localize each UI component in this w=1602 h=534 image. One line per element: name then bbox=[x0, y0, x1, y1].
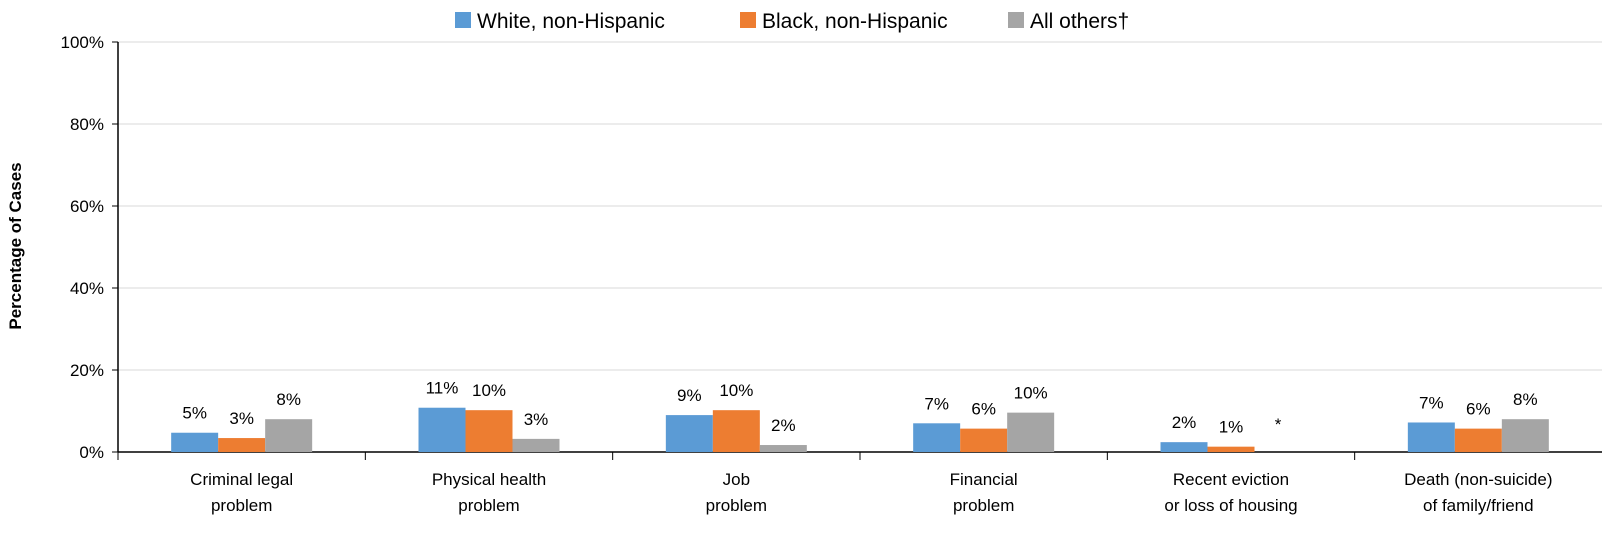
data-label: 10% bbox=[1014, 384, 1048, 403]
data-labels: 5% 3% 8% 11% 10% 3% 9% 10% 2% 7% 6% 10% 2% 1% * 7% 6% 8% bbox=[182, 379, 1537, 437]
data-label: 6% bbox=[971, 400, 996, 419]
data-label: 6% bbox=[1466, 400, 1491, 419]
legend-label: All others† bbox=[1030, 10, 1129, 33]
data-label: * bbox=[1275, 415, 1282, 434]
bar bbox=[465, 410, 513, 452]
bar bbox=[759, 445, 807, 452]
legend: White, non-Hispanic Black, non-Hispanic Al… bbox=[455, 10, 1129, 33]
bar bbox=[512, 438, 560, 452]
data-label: 2% bbox=[771, 416, 796, 435]
data-label: 2% bbox=[1172, 413, 1197, 432]
bar bbox=[1454, 428, 1502, 452]
data-label: 7% bbox=[1419, 393, 1444, 412]
bar bbox=[265, 419, 313, 452]
data-label: 8% bbox=[1513, 390, 1538, 409]
data-label: 3% bbox=[229, 409, 254, 428]
gridlines bbox=[118, 41, 1602, 371]
y-tick-label: 80% bbox=[70, 115, 104, 134]
bar bbox=[665, 415, 713, 452]
data-label: 9% bbox=[677, 386, 702, 405]
bar bbox=[171, 432, 219, 452]
x-tick-label: Criminal legal problem bbox=[190, 470, 293, 515]
x-tick-label: Physical health problem bbox=[432, 470, 546, 515]
bar bbox=[1160, 442, 1208, 452]
bar bbox=[1501, 419, 1549, 452]
data-label: 1% bbox=[1219, 418, 1244, 437]
bar bbox=[1007, 412, 1055, 452]
bar bbox=[1207, 446, 1255, 452]
y-tick-label: 40% bbox=[70, 279, 104, 298]
x-tick-label: Recent eviction or loss of housing bbox=[1164, 470, 1297, 515]
bar bbox=[418, 407, 466, 452]
data-label: 8% bbox=[276, 390, 301, 409]
x-tick-label: Financial problem bbox=[950, 470, 1018, 515]
legend-swatch bbox=[455, 12, 471, 28]
data-label: 7% bbox=[924, 394, 949, 413]
y-tick-label: 60% bbox=[70, 197, 104, 216]
axes: 0% 20% 40% 60% 80% 100% Criminal legal problem P… bbox=[61, 33, 1602, 515]
y-tick-label: 20% bbox=[70, 361, 104, 380]
bar bbox=[913, 423, 961, 452]
bars bbox=[171, 407, 1549, 452]
legend-swatch bbox=[1008, 12, 1024, 28]
bar bbox=[960, 428, 1008, 452]
data-label: 10% bbox=[719, 381, 753, 400]
data-label: 3% bbox=[524, 410, 549, 429]
y-tick-label: 100% bbox=[61, 33, 104, 52]
bar bbox=[1407, 422, 1455, 452]
x-tick-label: Death (non-suicide) of family/friend bbox=[1404, 470, 1552, 515]
bar bbox=[712, 410, 760, 452]
legend-label: White, non-Hispanic bbox=[477, 10, 665, 33]
y-axis-label: Percentage of Cases bbox=[6, 162, 25, 329]
x-tick-label: Job problem bbox=[706, 470, 767, 515]
data-label: 5% bbox=[182, 404, 207, 423]
bar bbox=[218, 438, 266, 452]
legend-label: Black, non-Hispanic bbox=[762, 10, 948, 33]
data-label: 10% bbox=[472, 381, 506, 400]
y-tick-label: 0% bbox=[79, 443, 104, 462]
data-label: 11% bbox=[426, 379, 459, 398]
legend-swatch bbox=[740, 12, 756, 28]
